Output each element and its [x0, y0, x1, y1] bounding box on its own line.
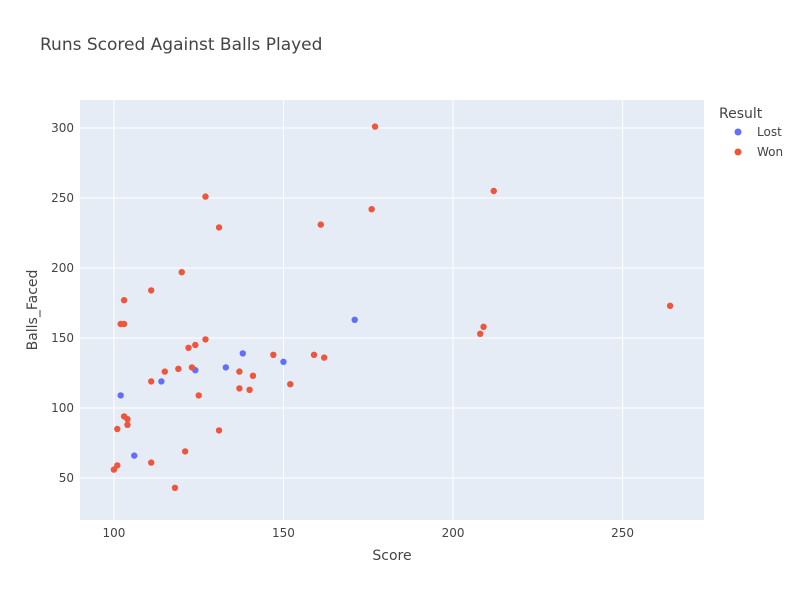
x-tick-label: 150: [272, 526, 295, 540]
data-point-won[interactable]: [114, 425, 121, 433]
data-point-won[interactable]: [124, 421, 131, 428]
data-point-lost[interactable]: [158, 378, 165, 385]
legend-marker-lost[interactable]: [734, 128, 742, 136]
data-point-won[interactable]: [287, 381, 294, 388]
x-tick-label: 250: [611, 526, 634, 540]
data-point-won[interactable]: [215, 224, 223, 231]
y-tick-label: 300: [51, 121, 74, 135]
data-point-won[interactable]: [114, 462, 121, 469]
x-axis-ticks: 100 150 200 250: [102, 526, 634, 540]
data-point-won[interactable]: [246, 386, 253, 393]
series-lost: [117, 316, 358, 459]
data-point-won[interactable]: [490, 187, 497, 195]
legend-label-won[interactable]: Won: [757, 145, 783, 159]
series-won: [110, 123, 674, 491]
data-point-won[interactable]: [310, 351, 318, 358]
data-point-won[interactable]: [178, 269, 185, 276]
y-axis-title: Balls_Faced: [25, 270, 41, 351]
data-point-won[interactable]: [148, 459, 155, 466]
legend-label-lost[interactable]: Lost: [757, 125, 782, 139]
data-point-won[interactable]: [480, 323, 487, 330]
legend: Result Lost Won: [719, 106, 783, 159]
data-points[interactable]: [110, 123, 674, 491]
plot-area: [80, 100, 704, 520]
data-point-lost[interactable]: [117, 392, 124, 399]
grid: [80, 100, 704, 520]
data-point-won[interactable]: [236, 385, 243, 392]
data-point-won[interactable]: [320, 354, 328, 361]
y-tick-label: 150: [51, 331, 74, 345]
data-point-lost[interactable]: [131, 452, 138, 459]
chart-title: Runs Scored Against Balls Played: [40, 35, 322, 55]
data-point-won[interactable]: [195, 392, 202, 399]
data-point-won[interactable]: [124, 416, 131, 423]
data-point-won[interactable]: [215, 427, 223, 434]
y-axis-ticks: 50 100 150 200 250 300: [51, 121, 74, 485]
x-tick-label: 200: [442, 526, 465, 540]
x-tick-label: 100: [102, 526, 125, 540]
data-point-won[interactable]: [270, 351, 277, 358]
legend-marker-won[interactable]: [734, 148, 742, 156]
data-point-won[interactable]: [202, 193, 209, 200]
data-point-won[interactable]: [120, 320, 128, 328]
data-point-lost[interactable]: [222, 364, 230, 371]
y-tick-label: 50: [59, 471, 74, 485]
data-point-lost[interactable]: [239, 350, 246, 357]
data-point-won[interactable]: [175, 365, 182, 372]
y-tick-label: 100: [51, 401, 74, 415]
x-axis-title: Score: [372, 548, 411, 564]
data-point-won[interactable]: [317, 221, 324, 228]
data-point-lost[interactable]: [351, 316, 358, 323]
data-point-won[interactable]: [181, 448, 189, 455]
data-point-won[interactable]: [249, 372, 257, 379]
data-point-won[interactable]: [192, 341, 199, 349]
y-tick-label: 250: [51, 191, 74, 205]
data-point-lost[interactable]: [280, 358, 287, 365]
data-point-won[interactable]: [476, 330, 484, 337]
data-point-won[interactable]: [236, 368, 243, 375]
data-point-won[interactable]: [161, 368, 168, 375]
data-point-won[interactable]: [185, 344, 192, 351]
data-point-won[interactable]: [171, 484, 179, 491]
data-point-won[interactable]: [148, 287, 155, 294]
data-point-won[interactable]: [371, 123, 379, 130]
data-point-won[interactable]: [666, 302, 674, 309]
data-point-won[interactable]: [120, 297, 128, 304]
data-point-won[interactable]: [148, 378, 155, 385]
data-point-won[interactable]: [188, 364, 196, 371]
y-tick-label: 200: [51, 261, 74, 275]
legend-title: Result: [719, 106, 763, 122]
data-point-won[interactable]: [368, 206, 375, 213]
data-point-won[interactable]: [202, 336, 209, 343]
